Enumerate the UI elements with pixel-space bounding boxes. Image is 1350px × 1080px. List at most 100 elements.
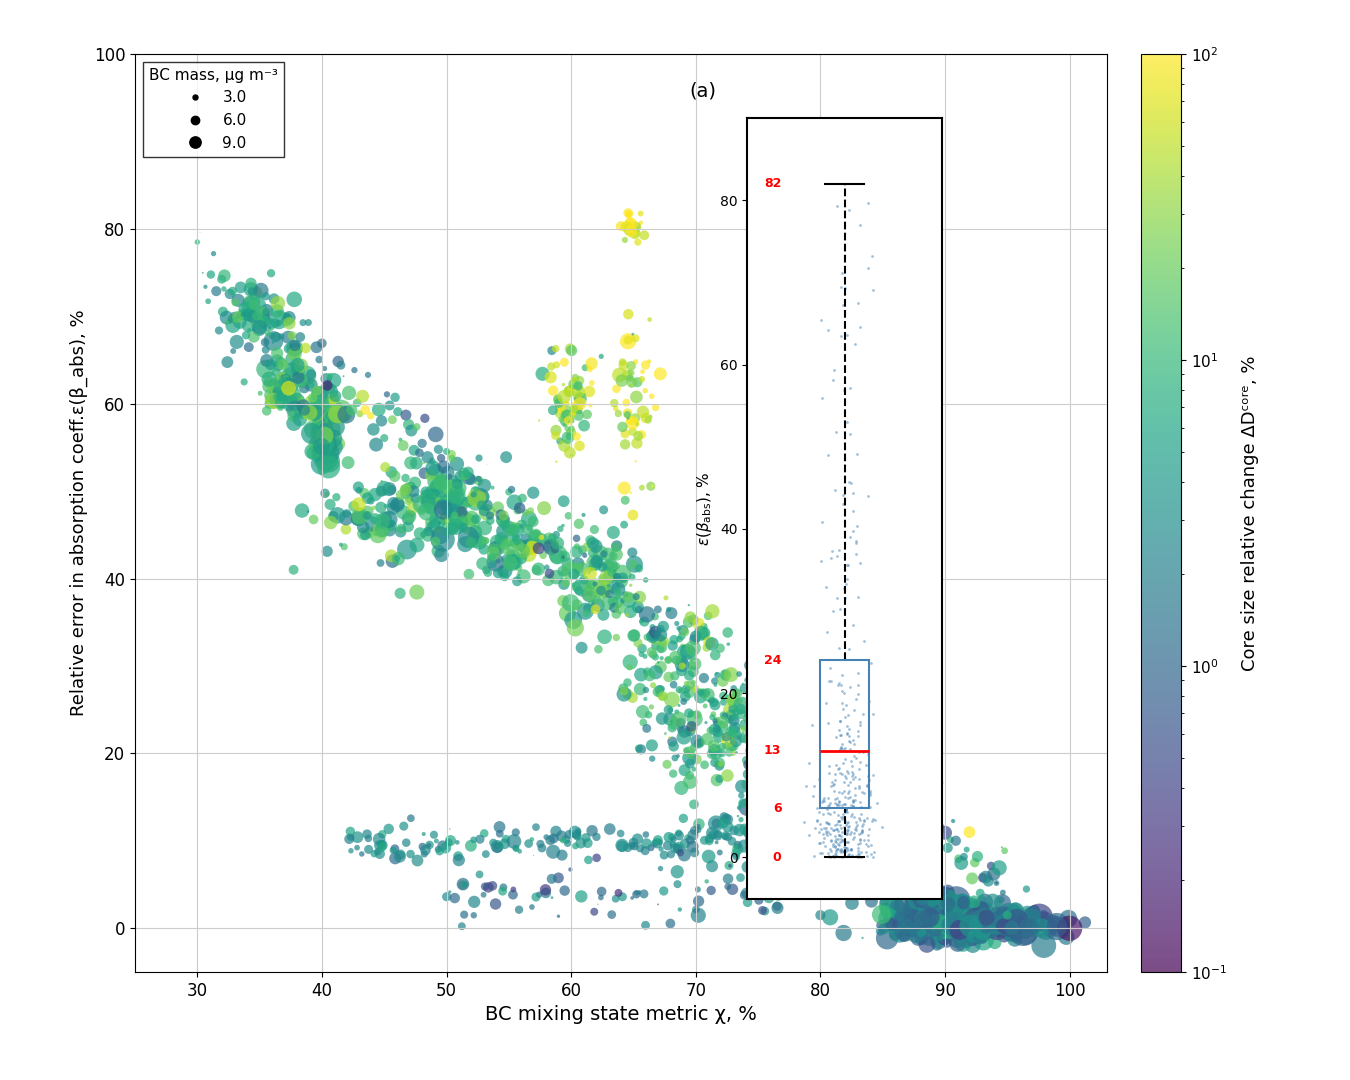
Point (455, 467, 477, 484)
Point (416, 487, 437, 504)
Point (1015, 880, 1037, 897)
Point (312, 408, 333, 426)
Point (936, 929, 957, 946)
Point (737, 826, 759, 843)
Point (356, 503, 378, 521)
Point (683, 631, 705, 648)
Point (716, 728, 737, 745)
Point (734, 679, 756, 697)
Point (792, 845, 814, 862)
Point (606, 557, 628, 575)
Point (234, 308, 255, 325)
Point (744, 750, 765, 767)
Point (679, 638, 701, 656)
Point (664, 715, 686, 732)
Point (525, 819, 547, 836)
Point (251, 316, 273, 334)
Point (450, 507, 471, 524)
Point (986, 875, 1007, 892)
Point (890, 909, 911, 927)
Point (320, 407, 342, 424)
Point (270, 354, 292, 372)
Point (740, 657, 761, 674)
Point (977, 873, 999, 890)
Point (273, 367, 294, 384)
Point (302, 389, 324, 406)
Point (324, 418, 346, 435)
Point (940, 831, 961, 848)
Point (267, 380, 289, 397)
Point (336, 504, 358, 522)
Point (873, 893, 895, 910)
Point (906, 896, 927, 914)
Point (451, 503, 472, 521)
Point (258, 316, 279, 334)
Point (756, 714, 778, 731)
Point (710, 714, 732, 731)
Point (364, 525, 386, 542)
Point (756, 813, 778, 831)
Point (441, 489, 463, 507)
Point (927, 924, 949, 942)
Point (653, 847, 675, 864)
Point (765, 696, 787, 713)
Point (651, 710, 672, 727)
Point (363, 499, 385, 516)
Point (977, 923, 999, 941)
Point (688, 815, 710, 833)
Point (585, 600, 606, 618)
Point (671, 632, 693, 649)
Point (1002, 919, 1023, 936)
Point (732, 675, 753, 692)
Point (922, 907, 944, 924)
Point (575, 605, 597, 622)
Point (514, 548, 536, 565)
Point (431, 449, 452, 467)
Point (922, 894, 944, 912)
Point (911, 909, 933, 927)
Point (818, 796, 840, 813)
Point (622, 834, 644, 851)
Point (718, 731, 740, 748)
Point (470, 488, 491, 505)
Point (668, 681, 690, 699)
Point (514, 530, 536, 548)
Point (684, 627, 706, 645)
Point (508, 537, 529, 554)
Point (933, 901, 954, 918)
Point (829, 854, 850, 872)
Point (279, 366, 301, 383)
Point (672, 621, 694, 638)
Point (556, 394, 578, 411)
Point (554, 388, 575, 405)
Point (533, 499, 555, 516)
Point (466, 511, 487, 528)
Point (494, 515, 516, 532)
Point (474, 488, 495, 505)
Point (1030, 919, 1052, 936)
Point (664, 839, 686, 856)
Point (950, 895, 972, 913)
Point (764, 698, 786, 715)
Point (937, 934, 958, 951)
Point (240, 274, 262, 292)
Point (796, 822, 818, 839)
Point (674, 623, 695, 640)
Point (641, 622, 663, 639)
Point (967, 902, 988, 919)
Point (752, 849, 774, 866)
Point (447, 475, 468, 492)
Point (728, 836, 749, 853)
Point (647, 832, 668, 849)
Point (753, 727, 775, 744)
Point (802, 717, 824, 734)
Point (795, 812, 817, 829)
Point (452, 518, 474, 536)
Point (437, 464, 459, 482)
Point (757, 718, 779, 735)
Point (579, 586, 601, 604)
Point (620, 484, 641, 501)
Point (945, 832, 967, 849)
Point (568, 557, 590, 575)
Point (861, 794, 883, 811)
